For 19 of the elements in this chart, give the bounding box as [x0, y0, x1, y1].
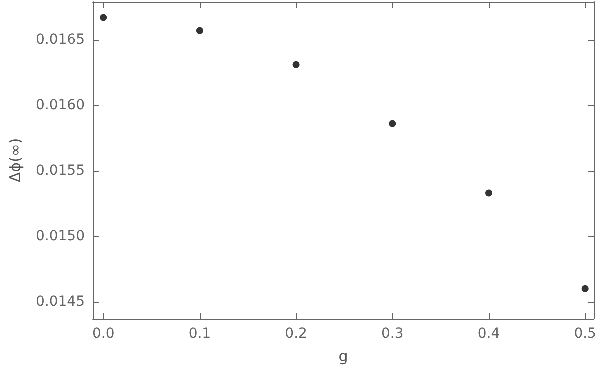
x-tick-label: 0.4: [478, 326, 500, 342]
point: [389, 120, 396, 128]
y-tick-label: 0.0160: [36, 97, 85, 114]
x-axis-title: g: [338, 348, 348, 366]
x-tick-label: 0.3: [382, 326, 404, 342]
y-tick-label: 0.0155: [36, 162, 85, 179]
point: [485, 190, 492, 197]
point: [582, 285, 589, 292]
point: [196, 27, 204, 34]
point: [292, 61, 300, 68]
y-tick-label: 0.0145: [36, 294, 85, 310]
point: [100, 14, 108, 22]
y-tick-label: 0.0150: [36, 228, 85, 244]
x-tick-label: 0.5: [574, 326, 596, 342]
x-tick-label: 0.1: [188, 326, 212, 342]
x-tick-label: 0.2: [285, 326, 308, 342]
x-tick-label: 0.0: [92, 326, 115, 342]
y-axis-title: Δϕ(∞): [6, 138, 24, 183]
y-tick-label: 0.0165: [36, 32, 85, 48]
